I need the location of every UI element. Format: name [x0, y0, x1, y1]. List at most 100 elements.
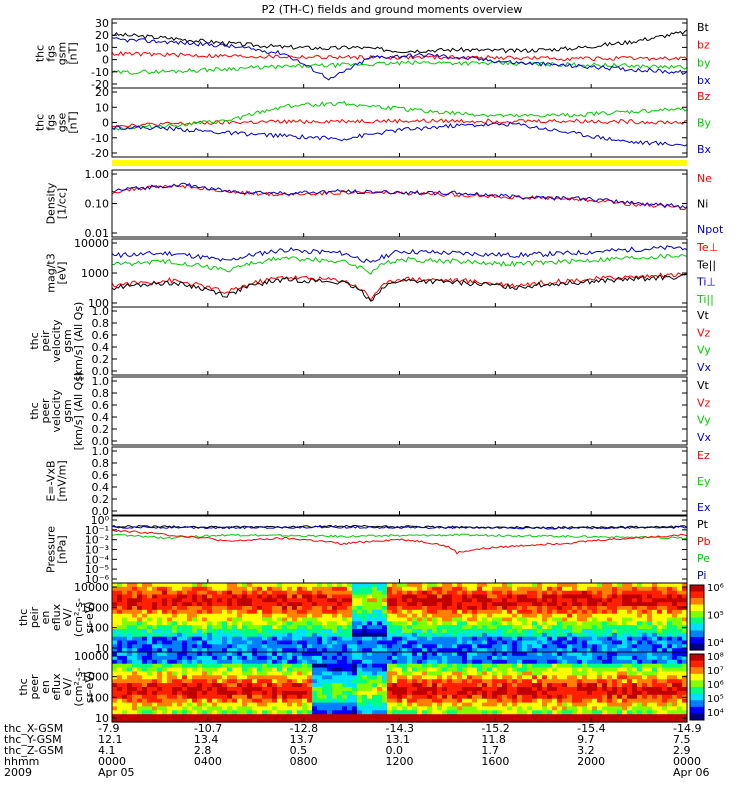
heatmap-cell — [347, 648, 353, 653]
heatmap-cell — [487, 602, 493, 607]
heatmap-cell — [302, 629, 308, 634]
y-tick-label: 0.01 — [85, 227, 110, 240]
heatmap-cell — [177, 609, 183, 615]
heatmap-cell — [487, 640, 493, 645]
heatmap-cell — [362, 655, 368, 661]
heatmap-cell — [317, 617, 323, 622]
heatmap-cell — [377, 606, 383, 611]
heatmap-cell — [617, 586, 623, 592]
heatmap-cell — [612, 602, 618, 607]
heatmap-cell — [322, 679, 328, 684]
heatmap-cell — [392, 655, 398, 661]
heatmap-cell — [662, 702, 668, 708]
heatmap-cell — [297, 667, 303, 673]
heatmap-cell — [517, 617, 523, 622]
heatmap-cell — [147, 629, 153, 634]
heatmap-cell — [427, 702, 433, 708]
heatmap-cell — [117, 667, 123, 673]
heatmap-cell — [267, 694, 273, 700]
heatmap-cell — [242, 621, 248, 626]
heatmap-cell — [577, 617, 583, 622]
heatmap-cell — [312, 644, 318, 649]
heatmap-cell — [277, 655, 283, 661]
heatmap-cell — [297, 609, 303, 615]
heatmap-cell — [502, 609, 508, 615]
heatmap-cell — [682, 667, 688, 673]
heatmap-cell — [582, 667, 588, 673]
heatmap-cell — [582, 613, 588, 619]
heatmap-cell — [277, 694, 283, 700]
heatmap-cell — [302, 671, 308, 676]
heatmap-cell — [482, 663, 488, 669]
heatmap-cell — [482, 594, 488, 599]
heatmap-cell — [287, 617, 293, 622]
heatmap-cell — [182, 698, 188, 704]
heatmap-cell — [197, 718, 203, 723]
heatmap-cell — [522, 644, 528, 649]
heatmap-cell — [627, 679, 633, 684]
heatmap-cell — [682, 702, 688, 708]
heatmap-cell — [197, 644, 203, 649]
heatmap-cell — [357, 667, 363, 673]
heatmap-cell — [512, 679, 518, 684]
heatmap-cell — [417, 606, 423, 611]
heatmap-cell — [552, 663, 558, 669]
heatmap-cell — [302, 659, 308, 665]
heatmap-cell — [527, 694, 533, 700]
heatmap-cell — [262, 683, 268, 688]
heatmap-cell — [267, 613, 273, 619]
heatmap-cell — [602, 636, 608, 642]
heatmap-cell — [452, 671, 458, 676]
legend-entry: Ti|| — [696, 293, 714, 306]
heatmap-cell — [477, 640, 483, 645]
heatmap-cell — [147, 718, 153, 723]
heatmap-cell — [277, 648, 283, 653]
heatmap-cell — [557, 636, 563, 642]
heatmap-cell — [207, 679, 213, 684]
heatmap-cell — [302, 583, 308, 588]
heatmap-cell — [647, 590, 653, 596]
heatmap-cell — [292, 613, 298, 619]
heatmap-cell — [357, 698, 363, 704]
heatmap-cell — [422, 609, 428, 615]
heatmap-cell — [122, 602, 128, 607]
footer-label: thc_Y-GSM — [4, 733, 62, 746]
heatmap-cell — [367, 667, 373, 673]
heatmap-cell — [442, 632, 448, 638]
heatmap-cell — [127, 698, 133, 704]
heatmap-cell — [197, 655, 203, 661]
heatmap-cell — [462, 644, 468, 649]
heatmap-cell — [242, 586, 248, 592]
heatmap-cell — [337, 706, 343, 711]
heatmap-cell — [622, 594, 628, 599]
heatmap-cell — [332, 698, 338, 704]
heatmap-cell — [592, 621, 598, 626]
heatmap-cell — [307, 710, 313, 715]
heatmap-cell — [277, 594, 283, 599]
heatmap-cell — [647, 694, 653, 700]
heatmap-cell — [577, 602, 583, 607]
heatmap-cell — [557, 671, 563, 676]
heatmap-cell — [207, 671, 213, 676]
heatmap-cell — [632, 625, 638, 630]
heatmap-cell — [307, 625, 313, 630]
heatmap-cell — [502, 590, 508, 596]
heatmap-cell — [117, 586, 123, 592]
heatmap-cell — [502, 606, 508, 611]
heatmap-cell — [242, 702, 248, 708]
heatmap-cell — [377, 698, 383, 704]
heatmap-cell — [497, 613, 503, 619]
heatmap-cell — [527, 671, 533, 676]
heatmap-cell — [527, 586, 533, 592]
colorbar-tick-label: 10⁴ — [707, 638, 724, 649]
heatmap-cell — [162, 671, 168, 676]
heatmap-cell — [497, 636, 503, 642]
heatmap-cell — [222, 625, 228, 630]
heatmap-cell — [517, 644, 523, 649]
heatmap-cell — [647, 613, 653, 619]
heatmap-cell — [547, 625, 553, 630]
heatmap-cell — [617, 694, 623, 700]
heatmap-cell — [317, 663, 323, 669]
heatmap-cell — [207, 675, 213, 680]
heatmap-cell — [242, 687, 248, 692]
